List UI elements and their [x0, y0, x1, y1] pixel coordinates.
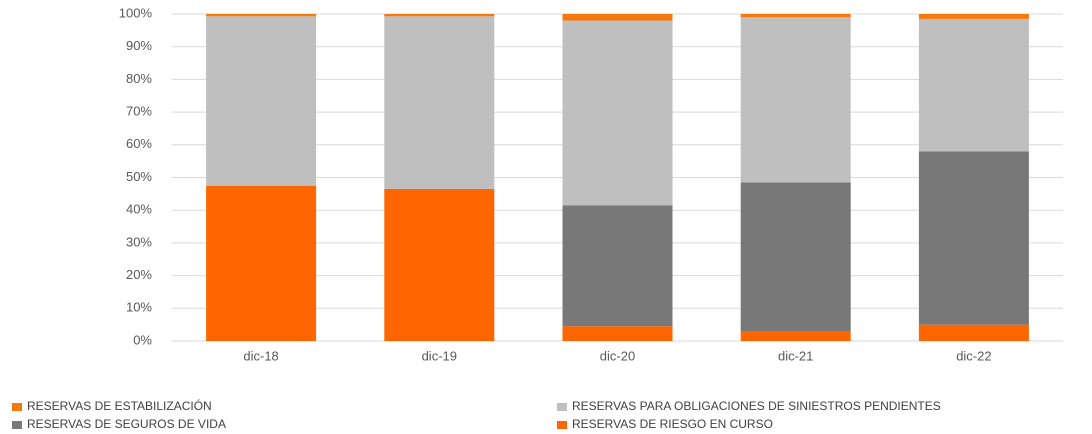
- bar-segment: [206, 16, 317, 186]
- y-tick-label: 30%: [126, 234, 152, 249]
- bar-segment: [206, 185, 317, 341]
- x-tick-label: dic-22: [956, 348, 991, 363]
- bar-segment: [918, 18, 1029, 152]
- y-tick-label: 0%: [133, 332, 152, 347]
- y-tick-label: 10%: [126, 300, 152, 315]
- legend-swatch: [557, 421, 567, 429]
- bar-segment: [384, 16, 495, 189]
- bar-segment: [918, 324, 1029, 341]
- y-tick-label: 100%: [119, 5, 153, 20]
- bar-segment: [918, 14, 1029, 19]
- y-tick-label: 70%: [126, 104, 152, 119]
- bar-segment: [918, 151, 1029, 325]
- y-tick-label: 20%: [126, 267, 152, 282]
- bar-segment: [562, 205, 673, 327]
- legend-label: RESERVAS DE SEGUROS DE VIDA: [27, 417, 226, 431]
- bar-segment: [206, 14, 317, 17]
- y-tick-label: 60%: [126, 136, 152, 151]
- bar-segment: [562, 14, 673, 21]
- legend-swatch: [557, 403, 567, 411]
- legend-swatch: [12, 421, 22, 429]
- bar-segment: [740, 331, 851, 341]
- y-tick-label: 90%: [126, 38, 152, 53]
- x-tick-label: dic-18: [243, 348, 278, 363]
- x-tick-label: dic-19: [422, 348, 457, 363]
- y-tick-label: 50%: [126, 169, 152, 184]
- y-tick-label: 80%: [126, 71, 152, 86]
- bar-segment: [562, 20, 673, 206]
- bar-segment: [740, 17, 851, 183]
- legend-label: RESERVAS DE RIESGO EN CURSO: [572, 417, 773, 431]
- bar-segment: [562, 326, 673, 341]
- bar-segment: [384, 14, 495, 17]
- legend-label: RESERVAS DE ESTABILIZACIÓN: [27, 398, 212, 413]
- bar-segment: [740, 14, 851, 18]
- bar-segment: [384, 188, 495, 341]
- legend-swatch: [12, 403, 22, 411]
- x-tick-label: dic-21: [778, 348, 813, 363]
- legend-label: RESERVAS PARA OBLIGACIONES DE SINIESTROS…: [572, 399, 941, 413]
- bar-segment: [740, 182, 851, 332]
- y-tick-label: 40%: [126, 202, 152, 217]
- x-tick-label: dic-20: [600, 348, 635, 363]
